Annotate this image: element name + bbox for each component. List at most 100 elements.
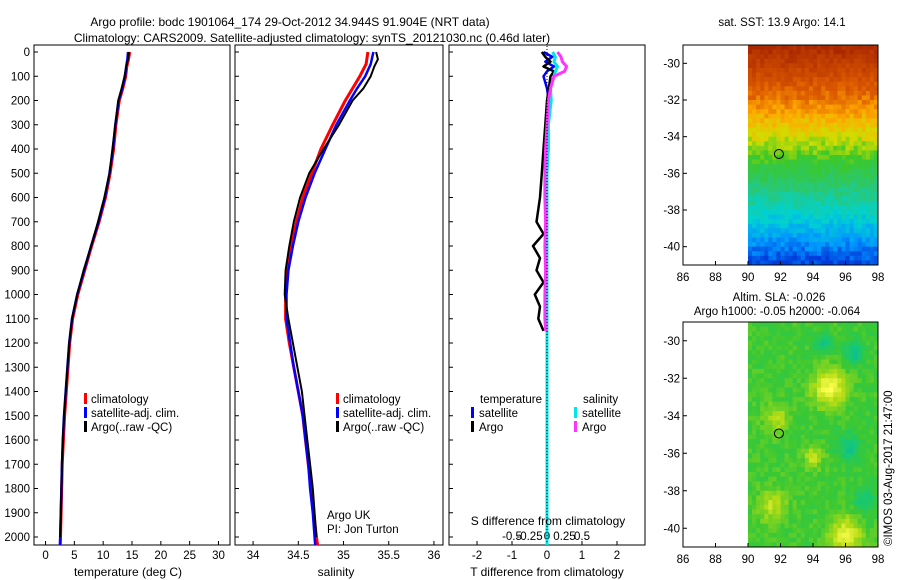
map-cell xyxy=(796,132,802,138)
map-y-tick-label: -36 xyxy=(663,448,680,460)
map-cell xyxy=(748,420,753,426)
map-cell xyxy=(800,443,806,449)
map-cell xyxy=(861,63,867,69)
map-cell xyxy=(829,443,834,449)
map-cell xyxy=(796,486,802,492)
map-cell xyxy=(837,532,842,539)
map-cell xyxy=(748,54,753,60)
map-cell xyxy=(808,113,814,119)
map-cell xyxy=(817,100,822,105)
map-cell xyxy=(752,246,757,252)
map-cell xyxy=(841,86,846,92)
map-cell xyxy=(857,373,863,379)
map-cell xyxy=(849,232,855,238)
map-cell xyxy=(796,109,802,115)
map-cell xyxy=(841,336,846,342)
map-cell xyxy=(772,490,777,496)
map-cell xyxy=(756,214,761,220)
map-cell xyxy=(817,136,822,142)
map-cell xyxy=(873,187,879,193)
map-cell xyxy=(780,392,785,398)
map-cell xyxy=(752,336,757,342)
map-cell xyxy=(788,532,794,539)
map-cell xyxy=(833,359,838,365)
map-cell xyxy=(804,237,810,243)
map-cell xyxy=(813,155,818,160)
map-cell xyxy=(760,95,765,101)
map-cell xyxy=(821,429,826,435)
map-cell xyxy=(865,86,871,92)
map-cell xyxy=(792,523,798,529)
map-cell xyxy=(845,537,850,543)
map-cell xyxy=(813,141,818,147)
map-cell xyxy=(861,118,867,124)
map-cell xyxy=(796,219,802,225)
map-cell xyxy=(808,523,814,529)
map-cell xyxy=(865,495,871,501)
map-cell xyxy=(865,214,871,220)
map-cell xyxy=(845,495,850,501)
map-cell xyxy=(804,90,810,96)
map-cell xyxy=(837,439,842,445)
map-cell xyxy=(817,164,822,170)
map-cell xyxy=(849,187,855,193)
map-cell xyxy=(768,476,773,482)
map-cell xyxy=(756,260,761,266)
map-cell xyxy=(837,486,842,492)
map-cell xyxy=(768,340,773,346)
map-cell xyxy=(792,182,798,188)
map-cell xyxy=(853,387,859,393)
map-cell xyxy=(837,472,842,478)
map-cell xyxy=(817,141,822,147)
map-cell xyxy=(837,187,842,193)
map-cell xyxy=(788,359,794,365)
map-cell xyxy=(764,77,769,83)
map-cell xyxy=(792,155,798,160)
map-cell xyxy=(768,532,773,539)
map-cell xyxy=(784,429,790,435)
map-cell xyxy=(813,127,818,133)
map-cell xyxy=(784,63,790,69)
map-cell xyxy=(841,354,846,360)
map-cell xyxy=(792,354,798,360)
map-cell xyxy=(865,159,871,165)
map-cell xyxy=(792,448,798,454)
map-cell xyxy=(865,90,871,96)
map-cell xyxy=(857,141,863,147)
map-cell xyxy=(857,542,863,548)
map-cell xyxy=(760,336,765,342)
map-cell xyxy=(748,359,753,365)
map-cell xyxy=(833,173,838,179)
map-cell xyxy=(833,354,838,360)
map-cell xyxy=(845,523,850,529)
map-cell xyxy=(865,350,871,356)
map-cell xyxy=(772,345,777,351)
map-cell xyxy=(752,368,757,374)
map-cell xyxy=(800,429,806,435)
map-cell xyxy=(865,509,871,515)
map-cell xyxy=(849,237,855,243)
map-cell xyxy=(845,490,850,496)
map-cell xyxy=(808,457,814,464)
map-cell xyxy=(829,514,834,520)
map-cell xyxy=(813,210,818,215)
map-y-tick-label: -30 xyxy=(663,336,680,348)
map-cell xyxy=(829,425,834,431)
map-cell xyxy=(808,127,814,133)
map-cell xyxy=(760,191,765,197)
map-cell xyxy=(857,326,863,332)
map-cell xyxy=(804,429,810,435)
map-cell xyxy=(800,509,806,515)
map-cell xyxy=(833,476,838,482)
map-x-tick-label: 98 xyxy=(872,272,885,284)
map-cell xyxy=(813,340,818,346)
map-cell xyxy=(804,223,810,229)
map-cell xyxy=(760,77,765,83)
sst-map-title: sat. SST: 13.9 Argo: 14.1 xyxy=(718,17,845,29)
map-cell xyxy=(869,486,875,492)
map-cell xyxy=(752,177,757,183)
map-cell xyxy=(813,364,818,370)
map-cell xyxy=(865,177,871,183)
map-cell xyxy=(776,49,781,55)
map-cell xyxy=(861,331,867,337)
